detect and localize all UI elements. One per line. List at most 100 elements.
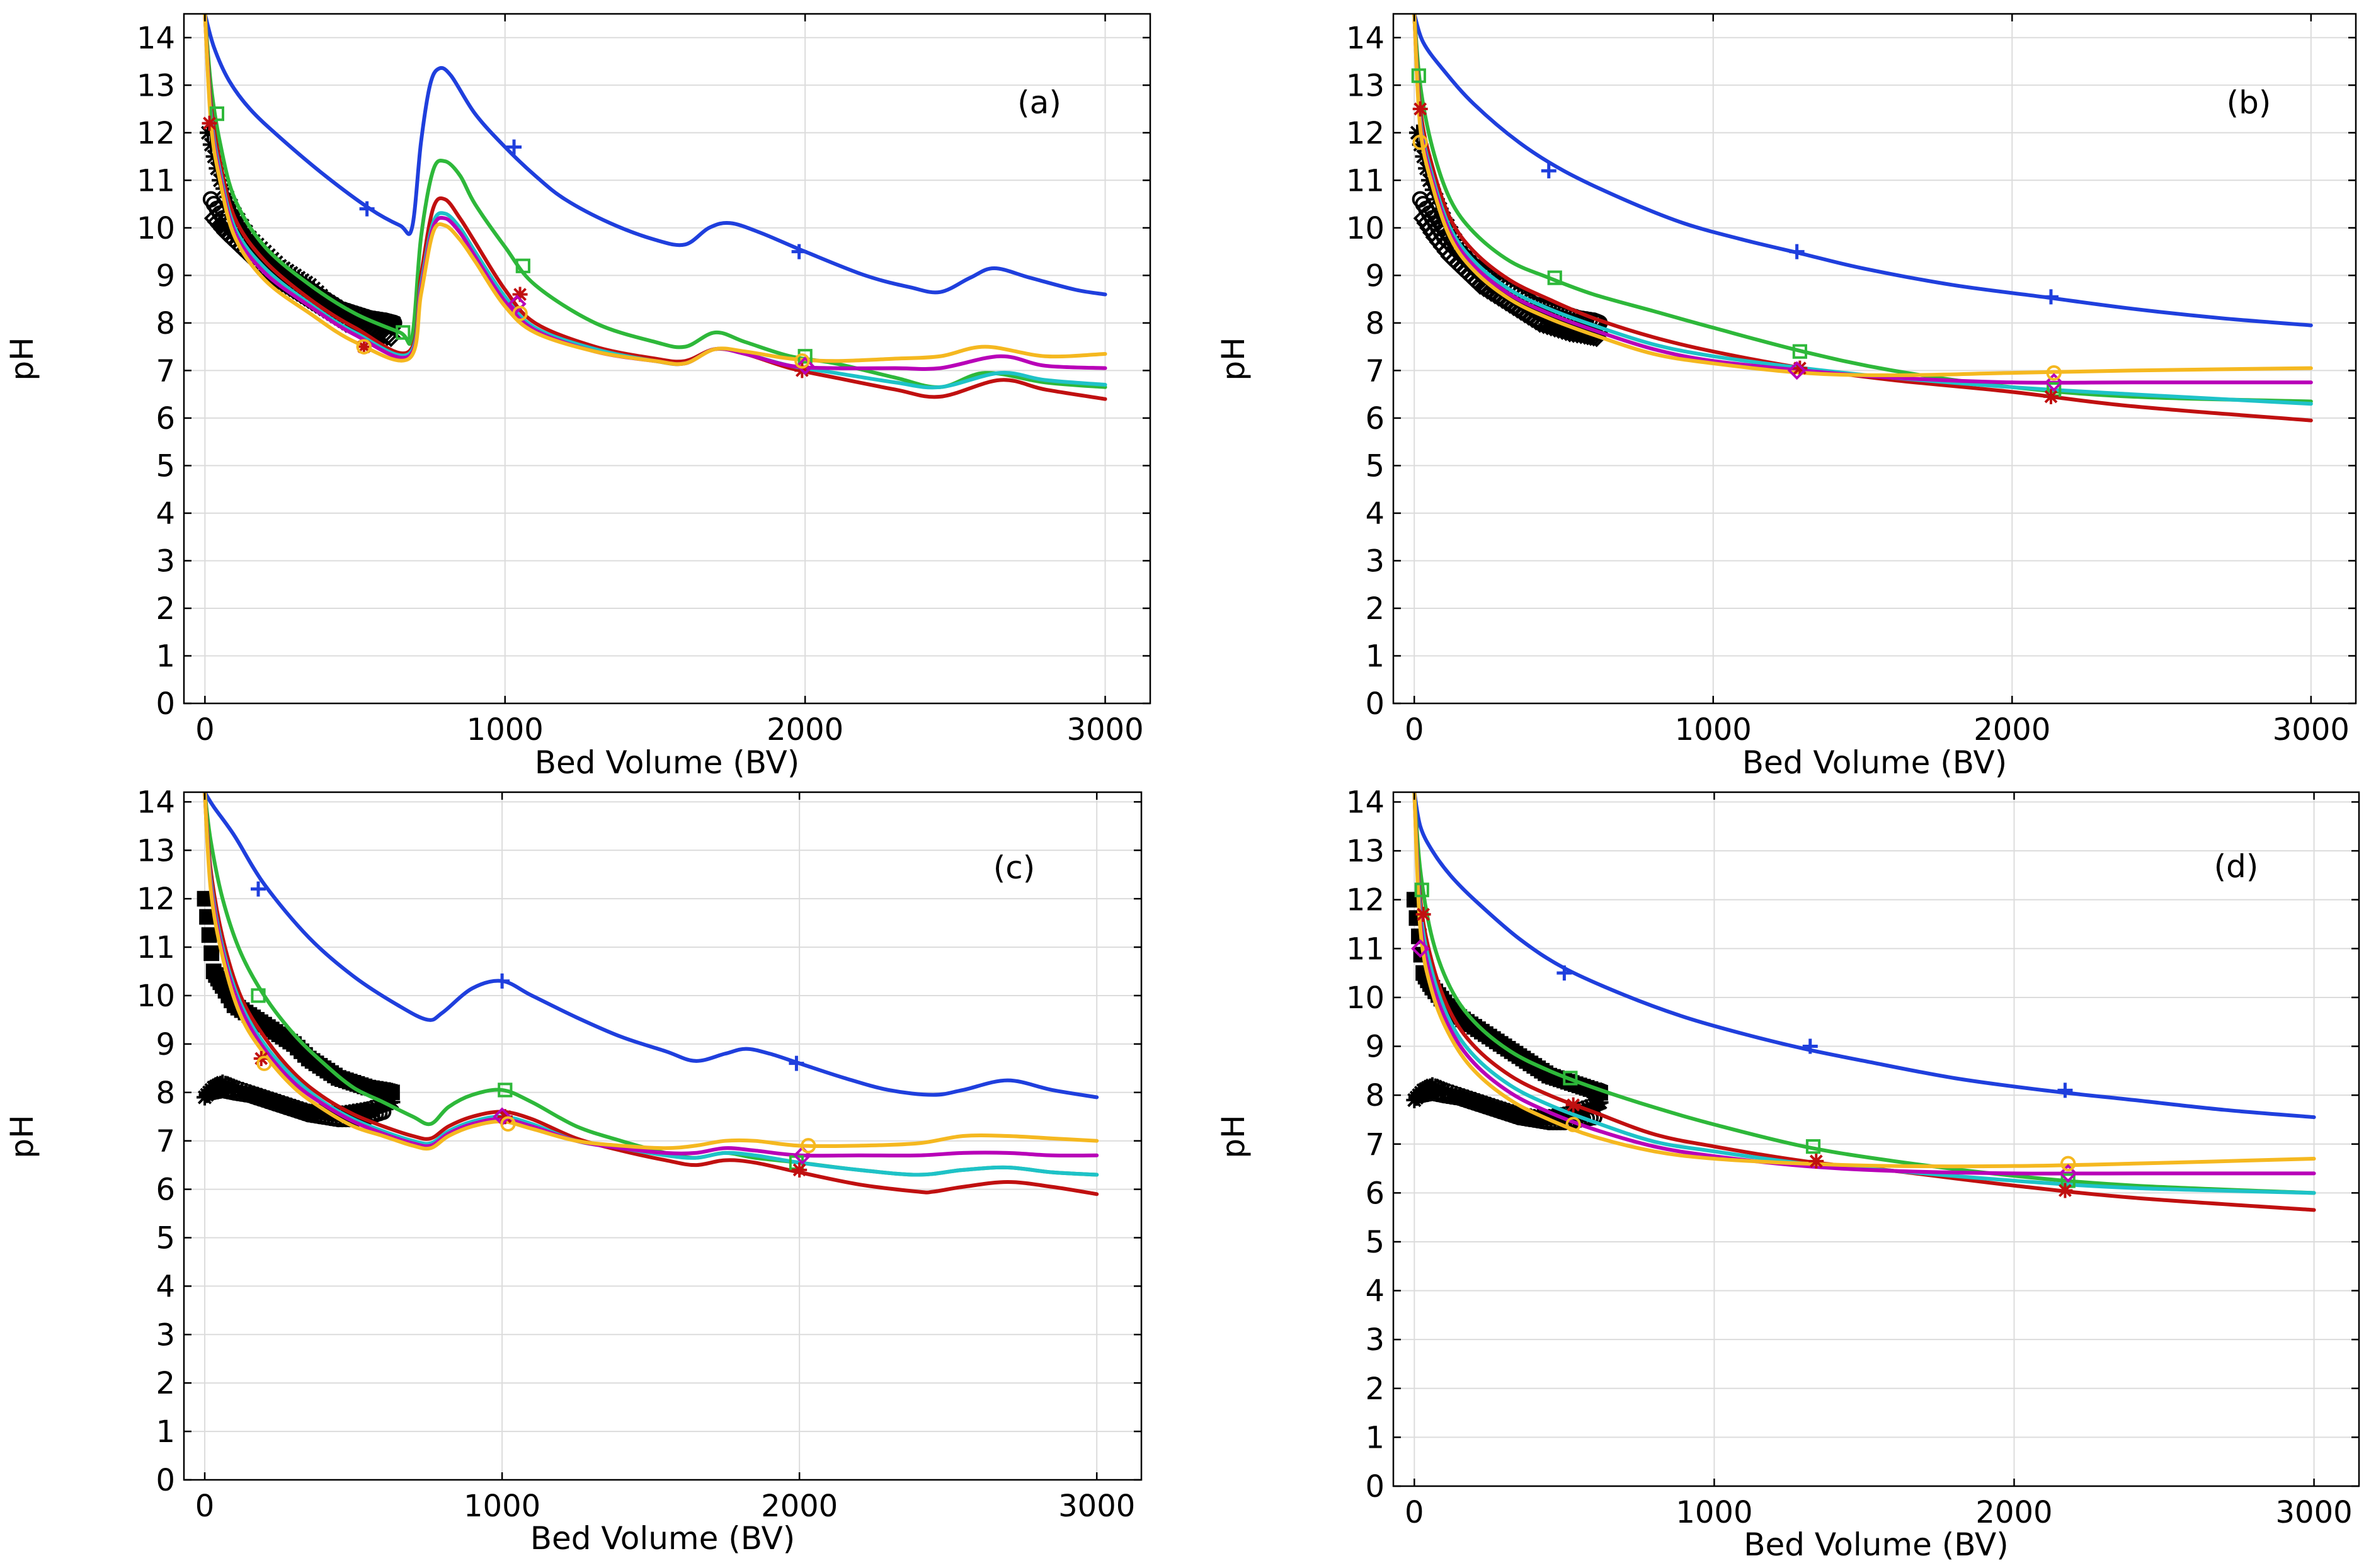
experimental-point [199,909,215,925]
x-tick-label: 1000 [1675,712,1752,747]
x-tick-label: 1000 [467,712,544,747]
y-tick-label: 14 [1346,785,1385,821]
y-tick-label: 11 [1346,931,1385,967]
y-tick-label: 7 [1365,1127,1385,1162]
y-tick-label: 11 [137,930,175,965]
y-tick-label: 7 [156,353,175,389]
y-tick-label: 9 [1365,258,1385,293]
series-marker-blue [791,244,807,259]
y-tick-label: 10 [137,211,175,246]
y-tick-label: 13 [1346,834,1385,869]
series-marker-magenta [507,294,527,314]
series-marker-red [356,339,372,355]
y-tick-label: 4 [1365,1274,1385,1309]
x-tick-label: 3000 [2276,1495,2353,1530]
series-marker-orange [512,305,528,321]
experimental-point [1592,1094,1609,1111]
y-tick-label: 14 [137,21,175,56]
y-tick-label: 3 [1365,1322,1385,1358]
y-tick-label: 2 [156,591,175,627]
y-axis-title: pH [1215,337,1252,380]
y-tick-label: 5 [156,1220,175,1256]
series-group [197,792,1099,1196]
series-marker-orange [801,1138,816,1154]
series-marker-red [1792,360,1808,376]
series-marker-orange [356,339,372,355]
series-marker-red [792,1162,808,1178]
y-tick-label: 1 [1365,1420,1385,1455]
y-axis-title: pH [1215,1115,1252,1158]
series-line-blue [1412,792,2316,1120]
series-marker-blue [494,973,510,989]
series-marker-green [515,258,530,273]
y-tick-label: 13 [1346,68,1385,103]
x-tick-label: 2000 [767,712,843,747]
y-tick-label: 9 [156,1027,175,1062]
y-tick-label: 8 [156,1076,175,1111]
y-tick-label: 6 [156,401,175,436]
y-tick-label: 11 [137,163,175,198]
series-line-cyan [1412,792,2316,1195]
series-line-magenta [203,14,1107,372]
y-tick-label: 2 [1365,591,1385,627]
y-tick-label: 12 [1346,116,1385,151]
series-group [200,14,1107,401]
x-tick-label: 3000 [2273,712,2350,747]
series-marker-orange [1412,134,1428,151]
x-tick-label: 0 [1405,712,1424,747]
experimental-point [237,223,254,240]
plot-frame [1392,13,2357,705]
x-tick-label: 1000 [464,1489,540,1524]
x-axis-title: Bed Volume (BV) [1742,744,2008,781]
y-tick-label: 14 [1346,21,1385,56]
experimental-point [1412,136,1429,153]
y-tick-label: 9 [156,258,175,293]
series-line-green [203,14,1107,389]
y-tick-label: 5 [156,448,175,484]
y-tick-label: 8 [1365,306,1385,341]
y-tick-label: 1 [156,1414,175,1450]
series-marker-blue [789,1055,804,1071]
series-line-blue [1412,14,2313,327]
y-tick-label: 7 [156,1124,175,1159]
series-line-magenta [203,792,1099,1158]
experimental-point [200,124,217,141]
series-marker-magenta [1411,939,1430,958]
y-tick-label: 2 [156,1366,175,1401]
y-tick-label: 11 [1346,163,1385,198]
x-tick-label: 3000 [1066,712,1143,747]
series-marker-orange [2060,1156,2076,1172]
y-tick-label: 3 [1365,543,1385,579]
experimental-point [377,326,397,346]
x-axis-title: Bed Volume (BV) [1744,1526,2009,1563]
series-marker-orange [500,1116,516,1132]
y-tick-label: 0 [1365,686,1385,722]
experimental-point [203,945,220,962]
series-line-red [1412,14,2313,423]
series-line-orange [203,14,1107,366]
panel-label: (c) [993,849,1036,886]
series-marker-blue [2057,1082,2073,1098]
series-marker-red [1415,907,1431,923]
series-marker-magenta [1787,361,1807,380]
x-tick-label: 0 [195,1489,215,1524]
experimental-point [1585,1109,1603,1126]
series-marker-green [1411,68,1426,83]
series-marker-blue [506,139,522,155]
series-line-red [203,792,1099,1196]
series-marker-red [2057,1183,2073,1198]
y-tick-label: 3 [156,1317,175,1353]
series-marker-orange [2046,365,2062,381]
series-line-blue [203,792,1099,1099]
series-marker-green [1547,270,1562,285]
y-tick-label: 6 [1365,401,1385,436]
x-axis-title: Bed Volume (BV) [530,1520,796,1557]
experimental-point [375,1103,392,1120]
series-line-blue [203,14,1107,297]
series-marker-magenta [796,356,814,375]
series-marker-blue [251,881,266,897]
y-tick-label: 5 [1365,448,1385,484]
series-marker-green [251,988,266,1003]
experimental-point [230,211,247,228]
